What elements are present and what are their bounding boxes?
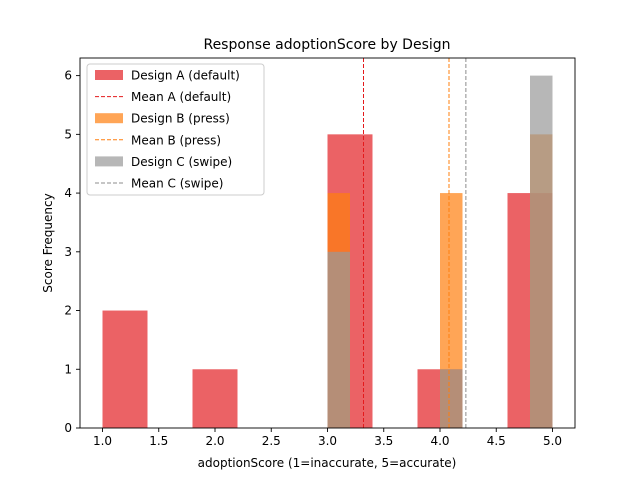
x-tick-label: 4.5 (487, 434, 506, 448)
bar-series-0-bin-0 (102, 310, 148, 428)
y-tick-label: 4 (64, 186, 72, 200)
y-tick-label: 6 (64, 69, 72, 83)
x-tick-label: 2.5 (262, 434, 281, 448)
legend-label: Design C (swipe) (131, 155, 232, 169)
x-axis-label: adoptionScore (1=inaccurate, 5=accurate) (198, 456, 457, 470)
y-tick-label: 2 (64, 304, 72, 318)
x-tick-label: 3.5 (374, 434, 393, 448)
y-tick-label: 1 (64, 362, 72, 376)
bar-series-2-bin-2 (530, 75, 553, 428)
y-tick-label: 0 (64, 421, 72, 435)
x-tick-label: 1.5 (149, 434, 168, 448)
legend-label: Design B (press) (131, 112, 230, 126)
legend: Design A (default) Mean A (default) Design… (86, 63, 265, 196)
legend-swatch (95, 70, 123, 80)
x-tick-label: 5.0 (543, 434, 562, 448)
x-tick-label: 1.0 (93, 434, 112, 448)
bar-series-2-bin-1 (440, 369, 463, 428)
legend-label: Mean A (default) (131, 90, 231, 104)
legend-swatch (95, 156, 123, 167)
mean-lines-layer (363, 58, 467, 428)
x-tick-label: 2.0 (205, 434, 224, 448)
chart-title: Response adoptionScore by Design (203, 37, 450, 53)
legend-label: Design A (default) (131, 69, 240, 83)
y-axis-label: Score Frequency (41, 193, 55, 292)
y-axis-ticks: 0 1 2 3 4 5 6 (64, 69, 80, 435)
x-axis-ticks: 1.0 1.5 2.0 2.5 3.0 3.5 4.0 4.5 5.0 (93, 428, 562, 448)
legend-label: Mean B (press) (131, 133, 221, 147)
x-tick-label: 4.0 (430, 434, 449, 448)
x-tick-label: 3.0 (318, 434, 337, 448)
y-tick-label: 5 (64, 127, 72, 141)
bars-layer (102, 75, 553, 428)
bar-series-2-bin-0 (327, 251, 350, 428)
legend-swatch (95, 113, 123, 124)
legend-box (86, 63, 265, 196)
y-tick-label: 3 (64, 245, 72, 259)
legend-label: Mean C (swipe) (131, 177, 223, 191)
bar-series-0-bin-1 (192, 369, 238, 428)
